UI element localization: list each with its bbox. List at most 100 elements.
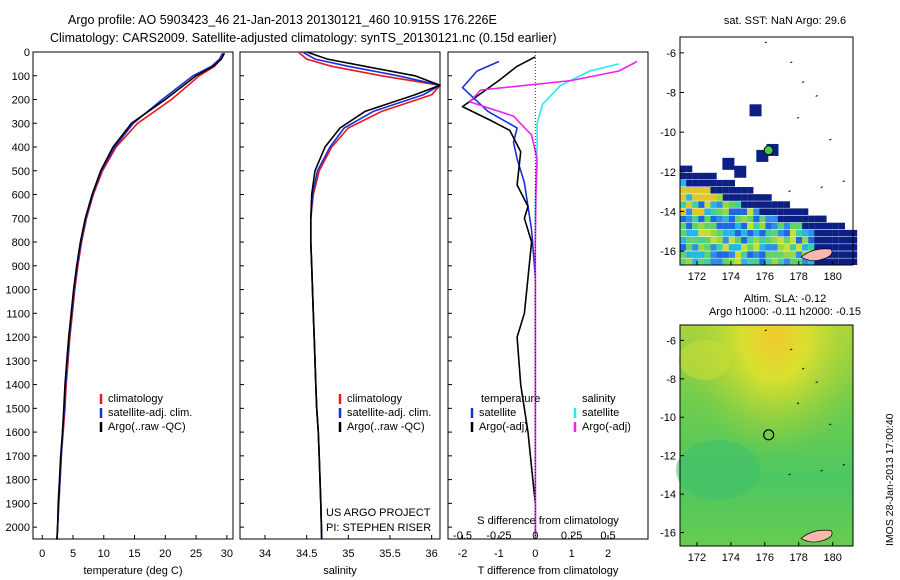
sst-cell	[771, 251, 778, 258]
sst-cell	[777, 244, 784, 251]
sst-cell	[771, 258, 778, 265]
series-line-argo-adj-	[461, 56, 537, 539]
sst-cell	[686, 222, 693, 230]
temperature-legend-label: climatology	[108, 393, 164, 405]
sst-cell	[765, 229, 772, 237]
x-tick-label: 20	[159, 548, 171, 560]
sst-cell	[735, 187, 742, 194]
sst-cell	[728, 201, 735, 208]
sst-cell	[704, 229, 711, 237]
sst-cell	[704, 258, 711, 265]
sst-cell	[753, 201, 760, 208]
sst-cell	[741, 194, 748, 201]
depth-tick-label: 600	[12, 190, 30, 202]
sst-cell	[741, 229, 748, 237]
pi-annotation: PI: STEPHEN RISER	[326, 522, 431, 534]
sst-cell	[722, 187, 729, 194]
sst-cell	[698, 222, 705, 230]
sst-cell	[741, 187, 748, 194]
sst-cell	[753, 237, 760, 244]
sla-map-y-tick-label: -12	[660, 451, 676, 463]
depth-tick-label: 100	[12, 71, 30, 83]
sst-cell	[735, 229, 742, 237]
sst-cell	[680, 237, 687, 244]
sst-cell	[692, 179, 699, 187]
sst-cell	[692, 208, 699, 215]
sst-cell	[789, 251, 797, 258]
sst-cell	[680, 187, 687, 194]
sst-cell	[710, 237, 717, 244]
depth-tick-label: 1800	[6, 475, 30, 487]
difference-panel: T difference from climatology S differen…	[447, 51, 649, 577]
sst-cell	[728, 215, 735, 223]
sst-cell	[741, 208, 748, 215]
sst-cell	[680, 229, 687, 237]
sst-cell	[765, 215, 772, 223]
sst-cell	[710, 187, 717, 194]
series-line-argo-raw-qc-	[56, 52, 226, 540]
sst-cell	[741, 222, 748, 230]
sst-cell	[741, 201, 748, 208]
sst-cell	[716, 237, 723, 244]
sst-cell	[802, 222, 809, 230]
sst-cell	[698, 179, 705, 187]
x-tick-label: 25	[190, 548, 202, 560]
sst-cell	[808, 237, 815, 244]
sst-cell	[728, 179, 735, 187]
sst-cell	[735, 222, 742, 230]
sst-cell	[851, 244, 858, 251]
x-tick-label: -1	[494, 548, 504, 560]
sst-cell	[753, 258, 760, 265]
sst-cell	[710, 258, 717, 265]
sst-cell	[814, 229, 821, 237]
sst-cell	[692, 258, 699, 265]
sst-cell	[759, 194, 766, 201]
sst-cell	[838, 251, 845, 258]
sst-cell	[686, 244, 693, 251]
salinity-legend-label: Argo(..raw -QC)	[347, 421, 425, 433]
sla-map-axes	[679, 324, 854, 547]
salinity-legend-label: climatology	[347, 393, 403, 405]
sst-cell	[680, 179, 687, 187]
sst-cell	[838, 222, 845, 230]
sst-cell	[777, 222, 784, 230]
sst-cell	[704, 194, 711, 201]
sst-map-x-tick-label: 176	[756, 271, 774, 283]
sst-cell	[789, 215, 797, 223]
sst-cell	[680, 258, 687, 265]
x-tick-label: 2	[605, 548, 611, 560]
sst-cell	[692, 201, 699, 208]
sst-cell	[802, 215, 809, 223]
depth-tick-label: 1200	[6, 332, 30, 344]
sst-map-x-tick-label: 174	[722, 271, 740, 283]
sst-cell	[753, 244, 760, 251]
sst-cell	[735, 244, 742, 251]
x-tick-label: 36	[426, 548, 438, 560]
sst-map-panel: sat. SST: NaN Argo: 29.6	[679, 15, 858, 266]
depth-tick-label: 1900	[6, 498, 30, 510]
sst-cell	[686, 251, 693, 258]
sst-cell	[820, 222, 827, 230]
sst-cell	[698, 208, 705, 215]
sst-cell	[747, 251, 754, 258]
x-tick-label: -2	[458, 548, 468, 560]
sst-cell	[716, 222, 723, 230]
sst-map-x-tick-label: 180	[823, 271, 841, 283]
difference-legend-label: Argo(-adj)	[582, 421, 631, 433]
sst-cell	[710, 201, 717, 208]
sst-cell	[820, 237, 827, 244]
sst-cell	[698, 258, 705, 265]
sst-cell	[851, 229, 858, 237]
sst-cell	[704, 244, 711, 251]
sst-cell	[747, 194, 754, 201]
sst-cell	[851, 251, 858, 258]
sst-cell	[704, 208, 711, 215]
sst-cell	[722, 194, 729, 201]
sst-cell	[722, 157, 735, 170]
salinity-panel: salinity US ARGO PROJECT PI: STEPHEN RIS…	[239, 51, 441, 577]
sst-cell	[771, 229, 778, 237]
sst-cell	[765, 222, 772, 230]
depth-tick-label: 500	[12, 166, 30, 178]
sst-cell	[783, 201, 790, 208]
